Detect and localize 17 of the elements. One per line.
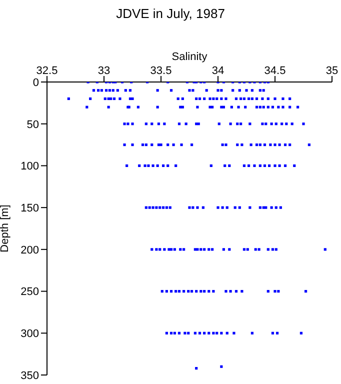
y-tick-label: 250 (20, 286, 39, 298)
y-tick-label: 200 (20, 244, 39, 256)
x-tick-label: 32.5 (36, 65, 58, 77)
x-tick-label: 35 (326, 65, 338, 77)
y-tick-label: 50 (26, 118, 39, 131)
y-tick-label: 150 (20, 202, 39, 214)
x-tick-label: 34.5 (264, 65, 286, 77)
y-tick-label: 300 (20, 328, 39, 340)
y-tick-label: 100 (20, 160, 39, 173)
y-tick-label: 350 (20, 370, 39, 382)
x-tick-label: 33 (98, 65, 110, 77)
x-tick-label: 34 (212, 65, 224, 77)
chart-title: JDVE in July, 1987 (115, 6, 226, 21)
x-tick-label: 33.5 (150, 65, 172, 77)
y-axis-title: Depth [m] (0, 204, 11, 252)
x-axis-title: Salinity (172, 50, 208, 63)
y-tick-label: 0 (32, 76, 39, 89)
